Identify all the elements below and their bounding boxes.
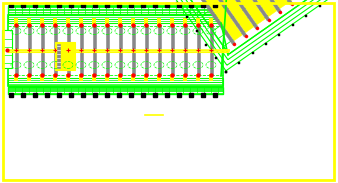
- Bar: [15, 25, 18, 75]
- Bar: [8, 15, 223, 23]
- Bar: [53, 25, 56, 75]
- Bar: [55, 42, 75, 70]
- Bar: [8, 78, 223, 86]
- Bar: [170, 25, 173, 75]
- Polygon shape: [246, 0, 288, 9]
- Bar: [93, 25, 96, 75]
- Polygon shape: [219, 0, 258, 29]
- Polygon shape: [196, 0, 236, 45]
- Bar: [8, 6, 223, 14]
- Bar: [67, 25, 70, 75]
- Bar: [79, 25, 82, 75]
- Polygon shape: [207, 0, 247, 37]
- Bar: [8, 15, 223, 86]
- Polygon shape: [223, 0, 265, 25]
- Bar: [119, 25, 121, 75]
- Polygon shape: [242, 0, 281, 13]
- Bar: [41, 25, 44, 75]
- Bar: [105, 25, 108, 75]
- Bar: [27, 25, 30, 75]
- Polygon shape: [258, 0, 300, 1]
- Bar: [2, 30, 12, 68]
- Polygon shape: [200, 0, 242, 41]
- Polygon shape: [212, 0, 254, 33]
- Bar: [145, 25, 147, 75]
- Bar: [210, 25, 213, 75]
- Bar: [184, 25, 187, 75]
- Polygon shape: [253, 0, 293, 5]
- Polygon shape: [230, 0, 270, 21]
- Bar: [57, 44, 60, 68]
- Bar: [158, 25, 161, 75]
- Bar: [196, 25, 199, 75]
- Polygon shape: [186, 0, 315, 54]
- Bar: [8, 87, 223, 94]
- Bar: [131, 25, 135, 75]
- Polygon shape: [235, 0, 277, 17]
